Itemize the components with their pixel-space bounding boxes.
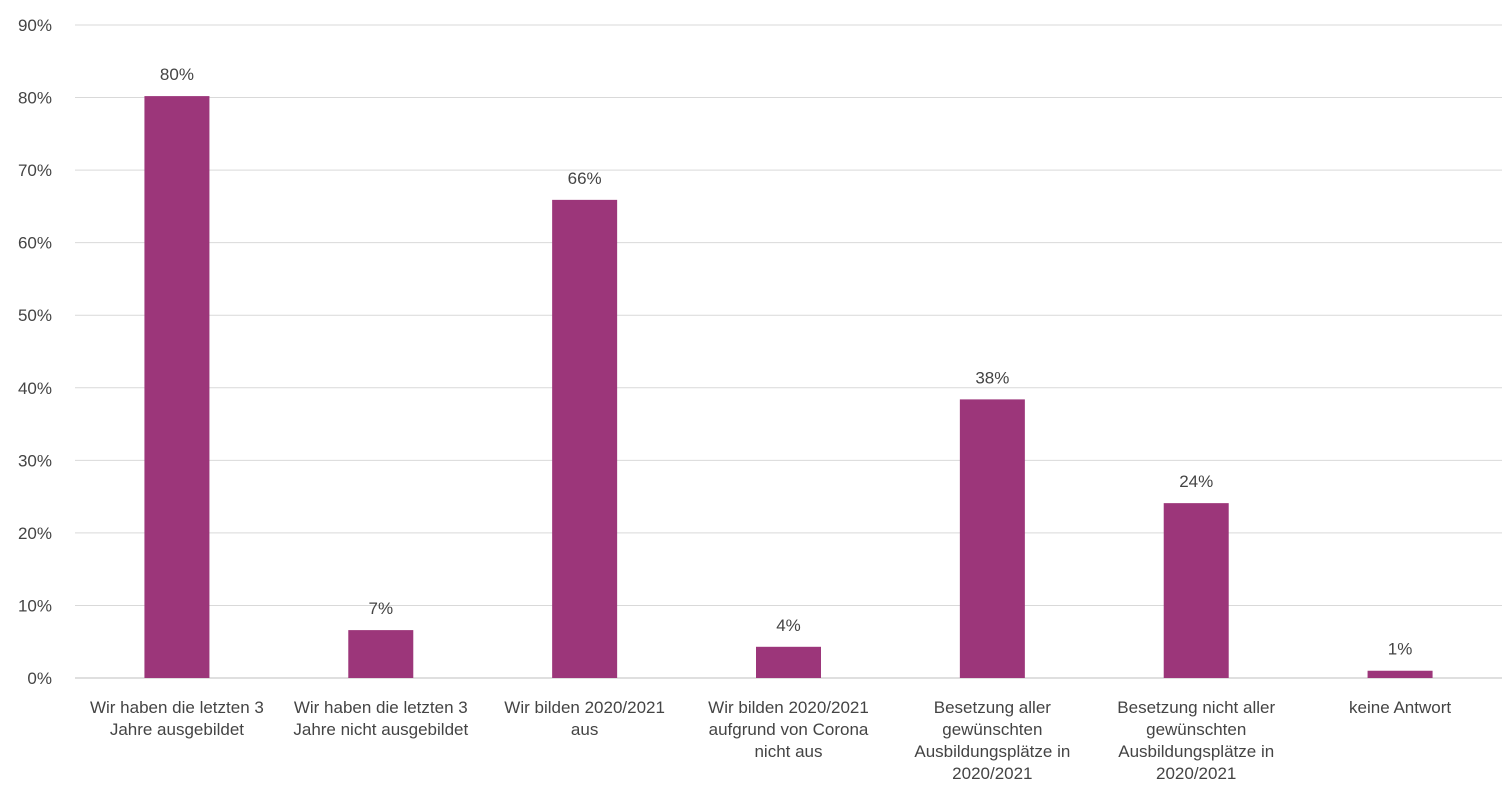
category-label-line: Besetzung aller <box>934 698 1052 717</box>
category-label: Wir bilden 2020/2021 aus <box>504 698 665 739</box>
bar-value-label: 1% <box>1388 640 1413 659</box>
category-label-line: keine Antwort <box>1349 698 1451 717</box>
bar-value-label: 24% <box>1179 472 1213 491</box>
category-label: Wir haben die letzten 3 Jahre ausgebildet <box>90 698 264 739</box>
bar-value-label: 66% <box>568 169 602 188</box>
category-label-line: Wir bilden 2020/2021 <box>708 698 869 717</box>
category-label-line: aus <box>571 720 598 739</box>
category-label-line: Jahre nicht ausgebildet <box>293 720 468 739</box>
category-labels: Wir haben die letzten 3 Jahre ausgebildet… <box>90 698 1451 783</box>
category-label: keine Antwort <box>1349 698 1451 717</box>
category-label-line: Besetzung nicht aller <box>1117 698 1275 717</box>
y-tick-label: 80% <box>18 89 52 108</box>
bar <box>348 630 414 678</box>
y-tick-label: 60% <box>18 234 52 253</box>
y-tick-label: 90% <box>18 16 52 35</box>
bar <box>1367 670 1433 678</box>
y-tick-label: 0% <box>27 669 52 688</box>
data-labels: 80% 7% 66% 4% 38% 24% 1% <box>160 65 1412 659</box>
category-label: Wir bilden 2020/2021 aufgrund von Corona n… <box>708 698 869 761</box>
category-label-line: gewünschten <box>1146 720 1246 739</box>
category-label-line: Ausbildungsplätze in <box>1118 742 1274 761</box>
category-label: Wir haben die letzten 3 Jahre nicht ausge… <box>293 698 468 739</box>
category-label-line: Wir haben die letzten 3 <box>90 698 264 717</box>
bar <box>144 96 210 679</box>
category-label-line: Ausbildungsplätze in <box>914 742 1070 761</box>
bar-value-label: 80% <box>160 65 194 84</box>
category-label-line: Wir bilden 2020/2021 <box>504 698 665 717</box>
bar <box>959 399 1025 678</box>
bar-value-label: 4% <box>776 616 801 635</box>
category-label-line: nicht aus <box>754 742 822 761</box>
category-label: Besetzung nicht aller gewünschten Ausbildu… <box>1117 698 1275 783</box>
y-tick-label: 20% <box>18 524 52 543</box>
y-tick-label: 50% <box>18 306 52 325</box>
category-label-line: Wir haben die letzten 3 <box>294 698 468 717</box>
bars <box>144 96 1433 679</box>
category-label-line: 2020/2021 <box>1156 764 1236 783</box>
category-label-line: gewünschten <box>942 720 1042 739</box>
category-label-line: 2020/2021 <box>952 764 1032 783</box>
bar <box>552 199 618 678</box>
category-label-line: aufgrund von Corona <box>709 720 869 739</box>
bar <box>756 646 821 678</box>
y-axis-ticks: 0% 10% 20% 30% 40% 50% 60% 70% 80% 90% <box>18 16 52 688</box>
gridlines <box>75 24 1502 679</box>
y-tick-label: 30% <box>18 451 52 470</box>
bar-value-label: 7% <box>368 599 393 618</box>
category-label: Besetzung aller gewünschten Ausbildungsplä… <box>914 698 1070 783</box>
bar <box>1163 503 1229 678</box>
bar-value-label: 38% <box>975 368 1009 387</box>
y-tick-label: 40% <box>18 379 52 398</box>
y-tick-label: 70% <box>18 161 52 180</box>
category-label-line: Jahre ausgebildet <box>110 720 244 739</box>
y-tick-label: 10% <box>18 596 52 615</box>
